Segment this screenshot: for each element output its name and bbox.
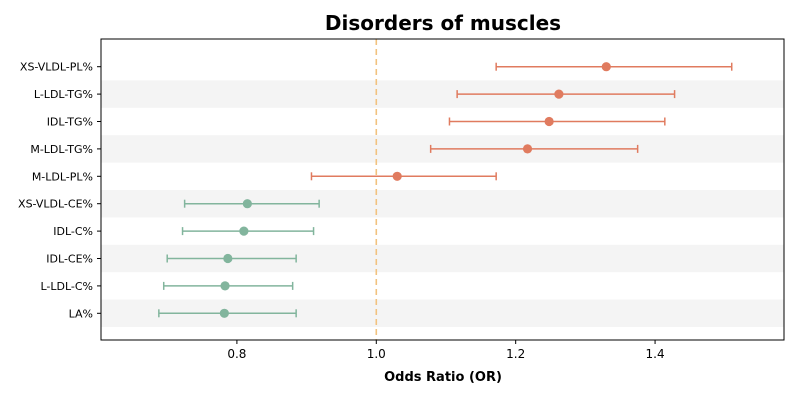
chart-title: Disorders of muscles	[325, 11, 561, 35]
or-point	[239, 226, 249, 236]
y-tick-label: IDL-TG%	[47, 116, 93, 129]
x-tick-label: 1.2	[506, 347, 525, 361]
or-point	[392, 171, 402, 181]
x-tick-label: 1.0	[367, 347, 386, 361]
y-tick-label: XS-VLDL-CE%	[18, 198, 93, 211]
y-tick-label: M-LDL-TG%	[30, 143, 93, 156]
plot-frame	[100, 38, 785, 341]
or-point	[554, 89, 564, 99]
x-axis: 0.8 1.0 1.2 1.4	[227, 340, 665, 361]
y-tick-label: LA%	[69, 307, 93, 320]
or-point	[601, 62, 611, 72]
y-tick-label: L-LDL-TG%	[34, 88, 93, 101]
or-point	[220, 281, 230, 291]
x-tick-label: 0.8	[227, 347, 246, 361]
y-tick-label: IDL-CE%	[46, 253, 93, 266]
y-tick-label: L-LDL-C%	[40, 280, 93, 293]
y-tick-label: XS-VLDL-PL%	[20, 61, 93, 74]
x-axis-label: Odds Ratio (OR)	[384, 370, 502, 385]
or-point	[219, 308, 229, 318]
or-point	[242, 199, 252, 209]
or-point	[544, 116, 554, 127]
plot-marks	[158, 62, 733, 318]
y-tick-label: M-LDL-PL%	[32, 170, 93, 183]
y-tick-label: IDL-C%	[53, 225, 93, 238]
or-point	[522, 144, 533, 154]
x-tick-label: 1.4	[646, 347, 665, 361]
row-band	[101, 80, 784, 108]
or-point	[223, 253, 233, 264]
y-axis: XS-VLDL-PL% L-LDL-TG% IDL-TG% M-LDL-TG% M-LD…	[18, 61, 101, 320]
